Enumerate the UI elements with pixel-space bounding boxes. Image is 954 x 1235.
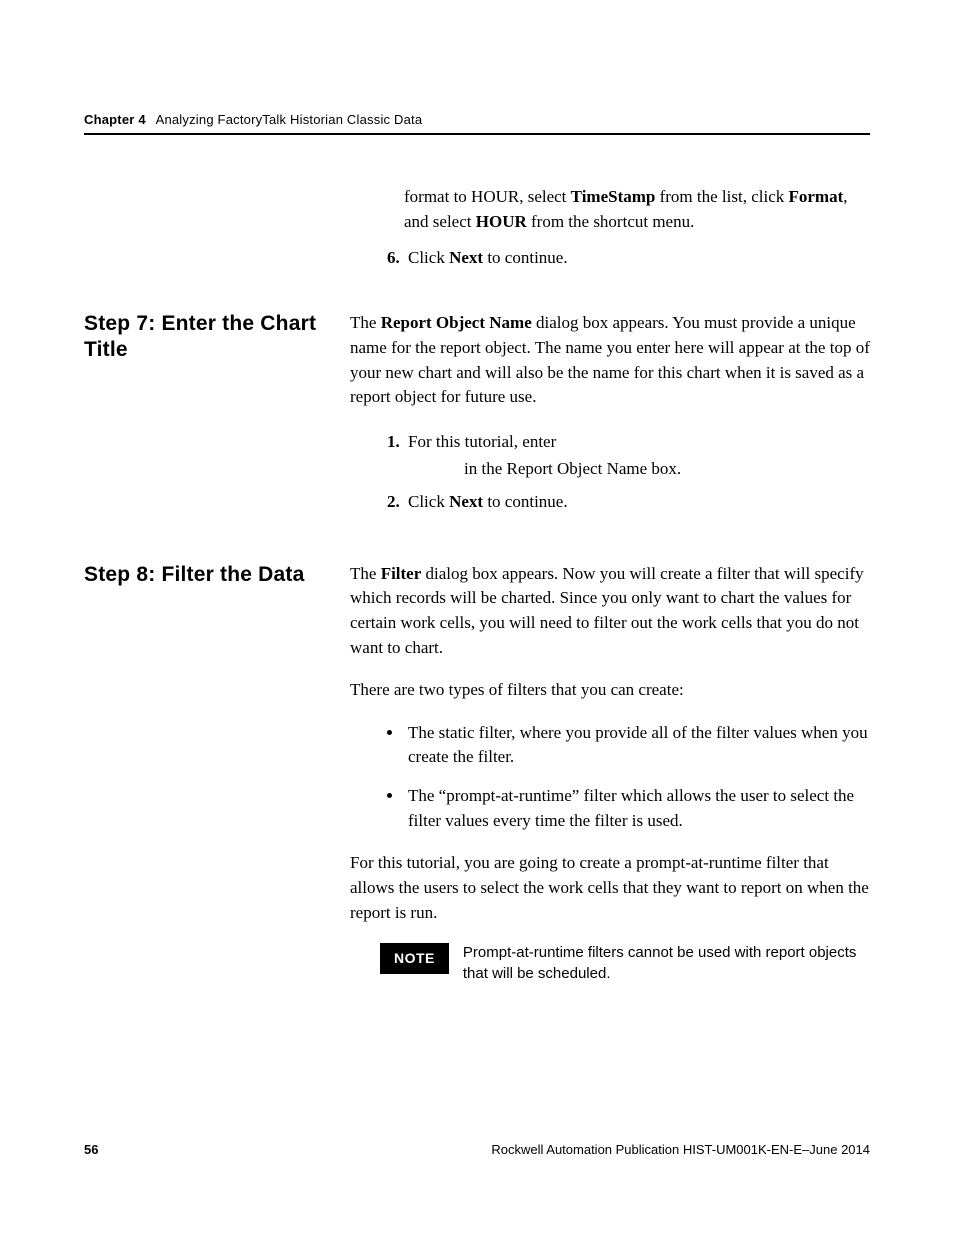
format-instruction: format to HOUR, select TimeStamp from th… <box>404 185 870 234</box>
page-number: 56 <box>84 1142 98 1157</box>
publication-info: Rockwell Automation Publication HIST-UM0… <box>491 1142 870 1157</box>
step7-list: For this tutorial, enter in the Report O… <box>350 428 870 516</box>
running-header: Chapter 4 Analyzing FactoryTalk Historia… <box>84 112 870 127</box>
chapter-title: Analyzing FactoryTalk Historian Classic … <box>156 112 423 127</box>
step7-section: Step 7: Enter the Chart Title The Report… <box>84 311 870 533</box>
step7-item1: For this tutorial, enter in the Report O… <box>404 428 870 482</box>
step8-para1: The Filter dialog box appears. Now you w… <box>350 562 870 661</box>
note-text: Prompt-at-runtime filters cannot be used… <box>463 943 870 984</box>
page: Chapter 4 Analyzing FactoryTalk Historia… <box>0 0 954 1235</box>
step7-heading: Step 7: Enter the Chart Title <box>84 311 332 361</box>
note-block: NOTE Prompt-at-runtime filters cannot be… <box>380 943 870 984</box>
step8-para3: For this tutorial, you are going to crea… <box>350 851 870 925</box>
step7-item2: Click Next to continue. <box>404 488 870 515</box>
step8-section: Step 8: Filter the Data The Filter dialo… <box>84 562 870 984</box>
bullet-static-filter: The static filter, where you provide all… <box>404 721 870 770</box>
step8-bullets: The static filter, where you provide all… <box>350 721 870 834</box>
note-badge: NOTE <box>380 943 449 973</box>
continued-list: Click Next to continue. <box>350 244 870 271</box>
footer: 56 Rockwell Automation Publication HIST-… <box>84 1142 870 1157</box>
step8-heading: Step 8: Filter the Data <box>84 562 332 587</box>
bullet-prompt-filter: The “prompt-at-runtime” filter which all… <box>404 784 870 833</box>
continued-block: format to HOUR, select TimeStamp from th… <box>350 185 870 271</box>
header-rule <box>84 133 870 135</box>
step8-para2: There are two types of filters that you … <box>350 678 870 703</box>
chapter-number: Chapter 4 <box>84 112 146 127</box>
list-item-6: Click Next to continue. <box>404 244 870 271</box>
step7-intro: The Report Object Name dialog box appear… <box>350 311 870 410</box>
